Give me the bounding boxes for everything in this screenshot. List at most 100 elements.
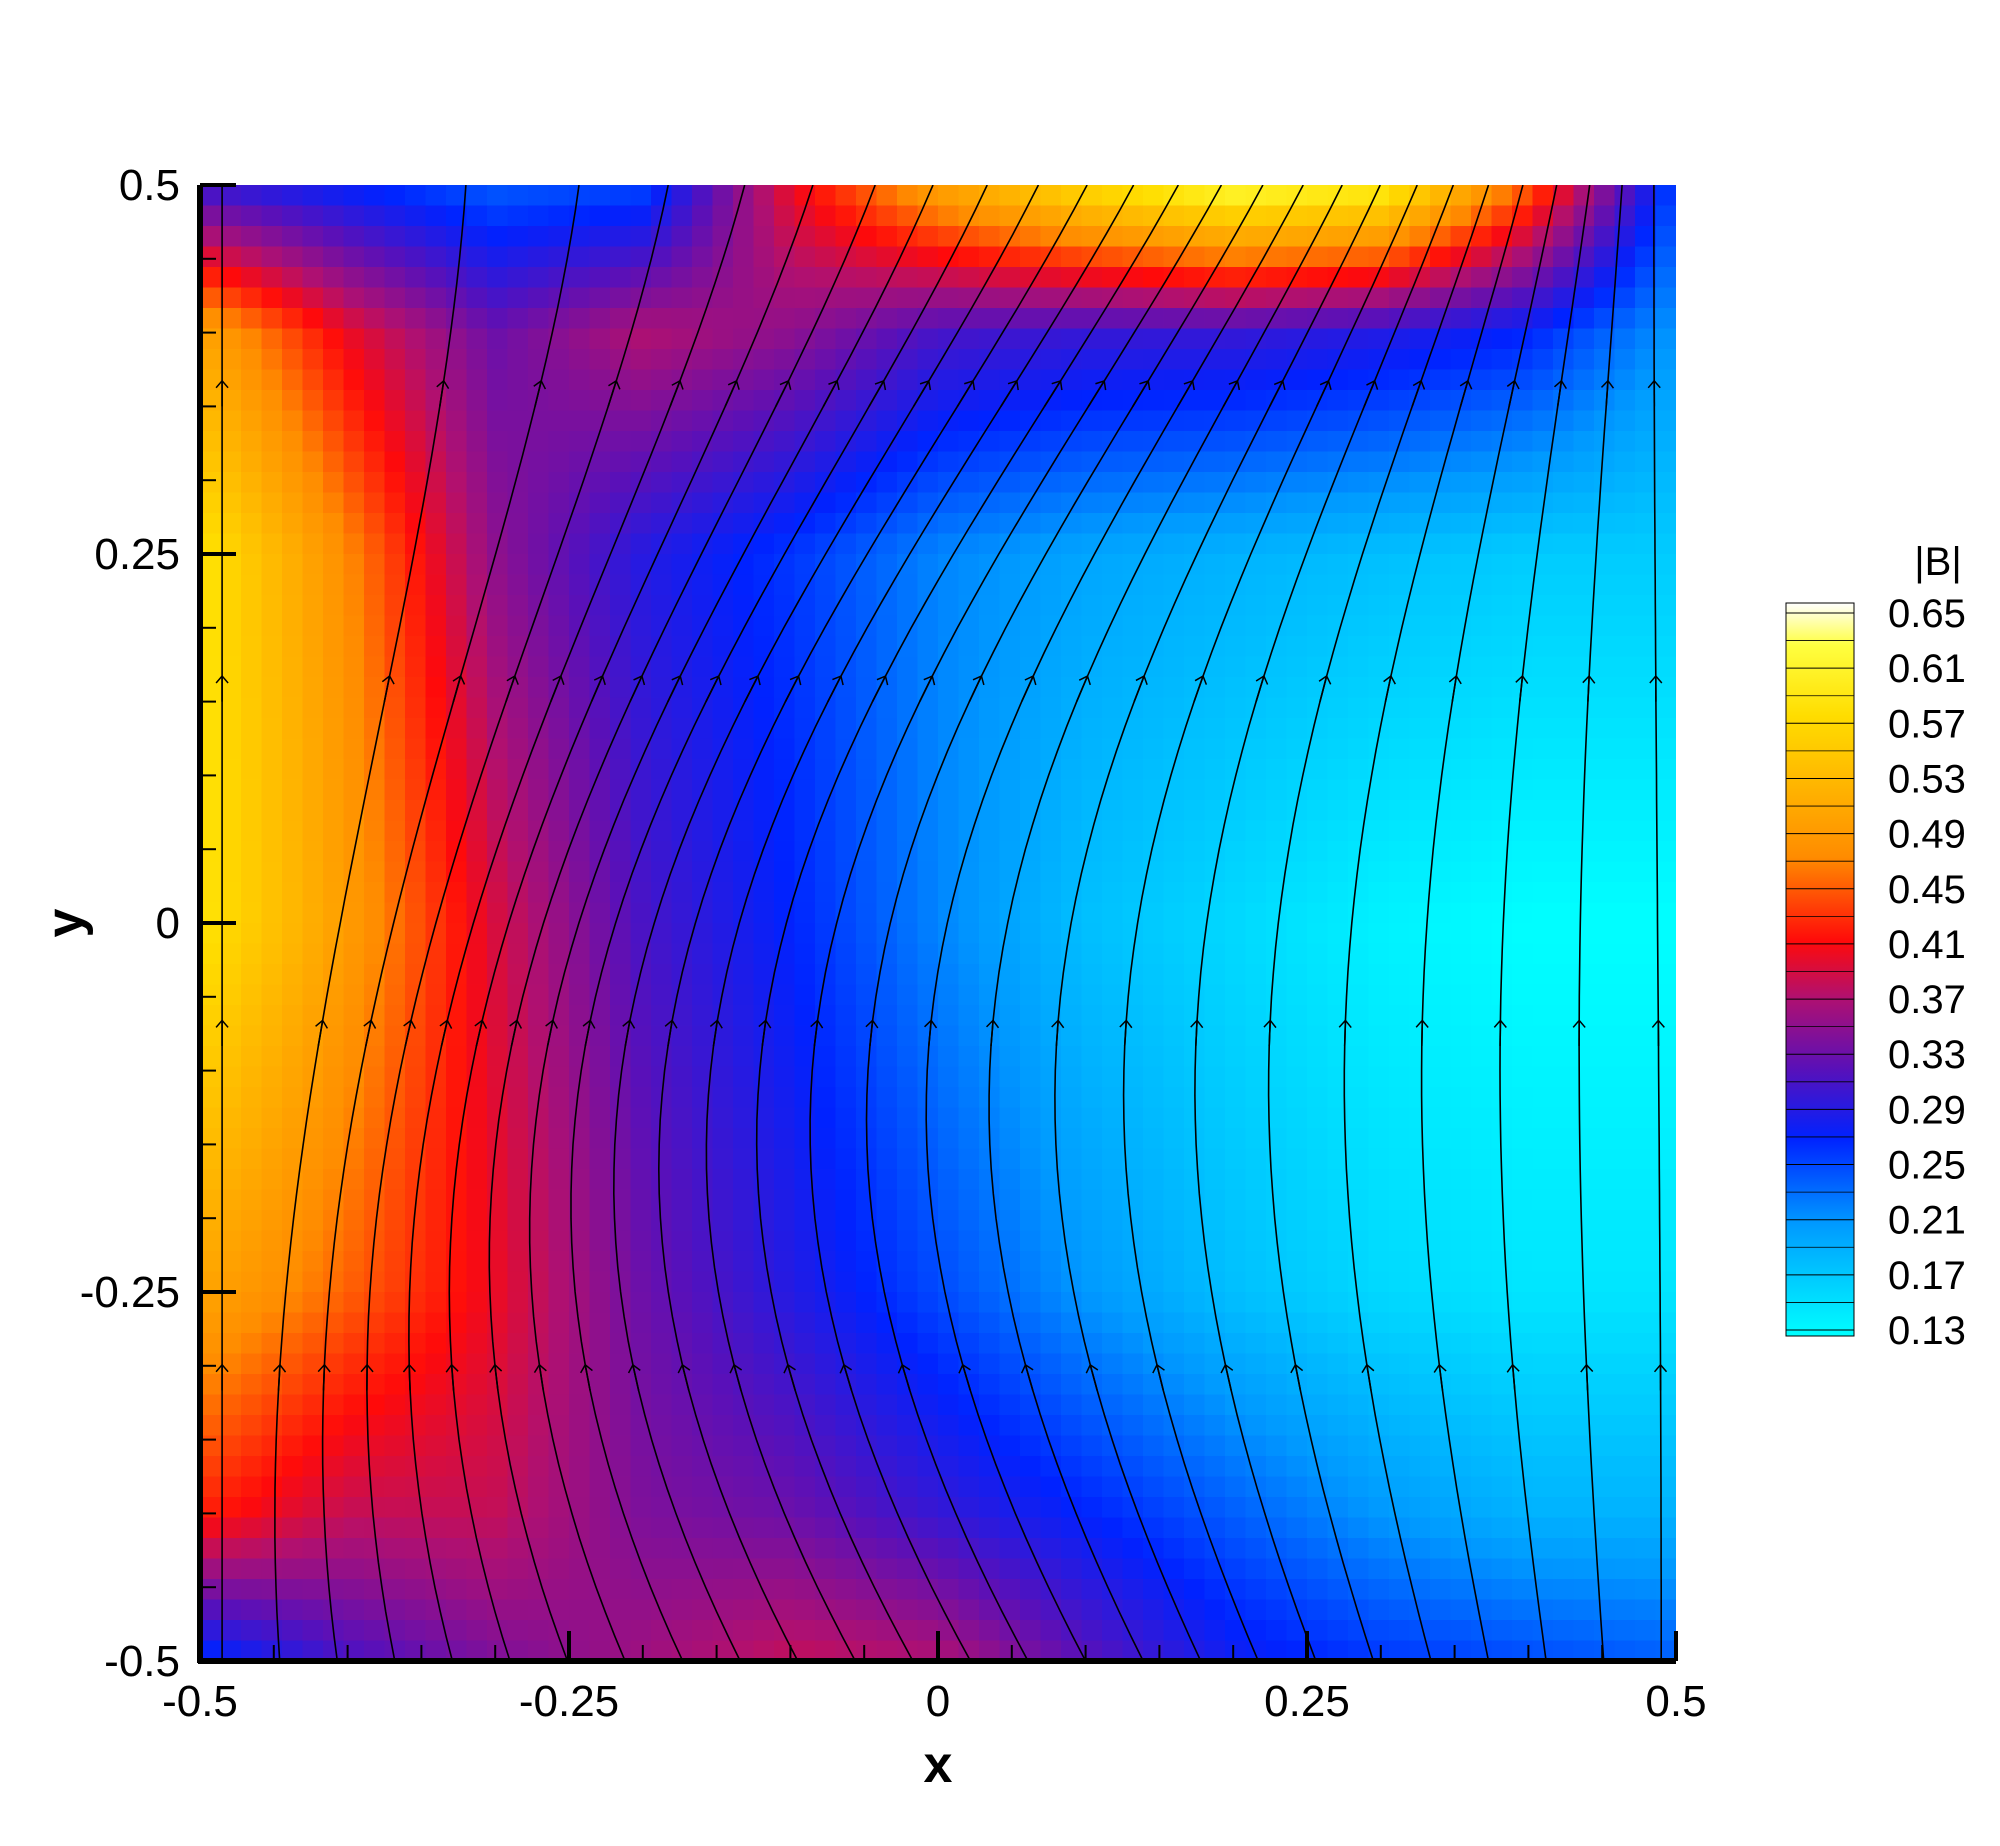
heatmap-cell (446, 513, 468, 535)
heatmap-cell (1184, 574, 1206, 596)
heatmap-cell (1286, 1107, 1308, 1129)
heatmap-cell (712, 554, 734, 576)
heatmap-cell (302, 1128, 324, 1150)
heatmap-cell (589, 800, 611, 822)
heatmap-cell (1512, 1271, 1534, 1293)
heatmap-cell (692, 882, 714, 904)
heatmap-cell (1655, 1128, 1676, 1150)
heatmap-cell (1081, 1497, 1103, 1519)
heatmap-cell (753, 1435, 775, 1457)
heatmap-cell (979, 636, 1001, 658)
heatmap-cell (835, 1538, 857, 1560)
heatmap-cell (323, 1415, 345, 1437)
heatmap-cell (220, 1066, 242, 1088)
heatmap-cell (1266, 1374, 1288, 1396)
heatmap-cell (815, 328, 837, 350)
heatmap-cell (1553, 1476, 1575, 1498)
heatmap-cell (1081, 923, 1103, 945)
heatmap-cell (1163, 308, 1185, 330)
heatmap-cell (261, 1456, 283, 1478)
heatmap-cell (323, 677, 345, 699)
heatmap-cell (1635, 1271, 1657, 1293)
heatmap-cell (241, 1312, 263, 1334)
heatmap-cell (938, 308, 960, 330)
heatmap-cell (200, 1230, 222, 1252)
heatmap-cell (1143, 1251, 1165, 1273)
heatmap-cell (1430, 349, 1452, 371)
heatmap-cell (1184, 246, 1206, 268)
heatmap-cell (569, 390, 591, 412)
heatmap-cell (1389, 472, 1411, 494)
heatmap-cell (1532, 1456, 1554, 1478)
heatmap-cell (466, 1230, 488, 1252)
heatmap-cell (1266, 287, 1288, 309)
heatmap-cell (917, 1415, 939, 1437)
heatmap-cell (1409, 1107, 1431, 1129)
heatmap-cell (876, 1148, 898, 1170)
heatmap-cell (1573, 472, 1595, 494)
heatmap-cell (528, 943, 550, 965)
heatmap-cell (712, 1230, 734, 1252)
heatmap-cell (1163, 800, 1185, 822)
heatmap-cell (446, 738, 468, 760)
heatmap-cell (1573, 390, 1595, 412)
heatmap-cell (282, 1374, 304, 1396)
heatmap-cell (1245, 431, 1267, 453)
heatmap-cell (917, 390, 939, 412)
heatmap-cell (1614, 1312, 1636, 1334)
heatmap-cell (1573, 1005, 1595, 1027)
heatmap-cell (507, 738, 529, 760)
heatmap-cell (1286, 718, 1308, 740)
heatmap-cell (835, 943, 857, 965)
heatmap-cell (1061, 964, 1083, 986)
heatmap-cell (241, 1517, 263, 1539)
heatmap-cell (1143, 185, 1165, 207)
heatmap-cell (487, 1497, 509, 1519)
heatmap-cell (1163, 205, 1185, 227)
heatmap-cell (323, 308, 345, 330)
heatmap-cell (1184, 1435, 1206, 1457)
heatmap-cell (323, 574, 345, 596)
heatmap-cell (364, 308, 386, 330)
heatmap-cell (1594, 1230, 1616, 1252)
heatmap-cell (323, 1538, 345, 1560)
heatmap-cell (528, 656, 550, 678)
heatmap-cell (938, 1435, 960, 1457)
heatmap-cell (1368, 1025, 1390, 1047)
heatmap-cell (528, 882, 550, 904)
heatmap-cell (1020, 800, 1042, 822)
heatmap-cell (835, 738, 857, 760)
heatmap-cell (938, 759, 960, 781)
heatmap-cell (692, 246, 714, 268)
heatmap-cell (1635, 1558, 1657, 1580)
heatmap-cell (569, 533, 591, 555)
heatmap-cell (1532, 738, 1554, 760)
heatmap-cell (302, 1148, 324, 1170)
heatmap-cell (1122, 1435, 1144, 1457)
heatmap-cell (979, 1333, 1001, 1355)
heatmap-cell (1553, 1271, 1575, 1293)
heatmap-cell (302, 369, 324, 391)
heatmap-cell (1655, 1107, 1676, 1129)
heatmap-cell (917, 1497, 939, 1519)
heatmap-cell (569, 984, 591, 1006)
heatmap-cell (261, 513, 283, 535)
heatmap-cell (1122, 1333, 1144, 1355)
heatmap-cell (610, 759, 632, 781)
heatmap-cell (938, 328, 960, 350)
heatmap-cell (712, 1128, 734, 1150)
heatmap-cell (1573, 267, 1595, 289)
heatmap-cell (1471, 451, 1493, 473)
heatmap-cell (200, 1087, 222, 1109)
heatmap-cell (1040, 472, 1062, 494)
heatmap-cell (487, 820, 509, 842)
heatmap-cell (1450, 1169, 1472, 1191)
heatmap-cell (1614, 328, 1636, 350)
heatmap-cell (446, 1312, 468, 1334)
heatmap-cell (507, 1435, 529, 1457)
heatmap-cell (794, 964, 816, 986)
heatmap-cell (1368, 595, 1390, 617)
heatmap-cell (1573, 328, 1595, 350)
heatmap-cell (1040, 1087, 1062, 1109)
heatmap-cell (1430, 1107, 1452, 1129)
